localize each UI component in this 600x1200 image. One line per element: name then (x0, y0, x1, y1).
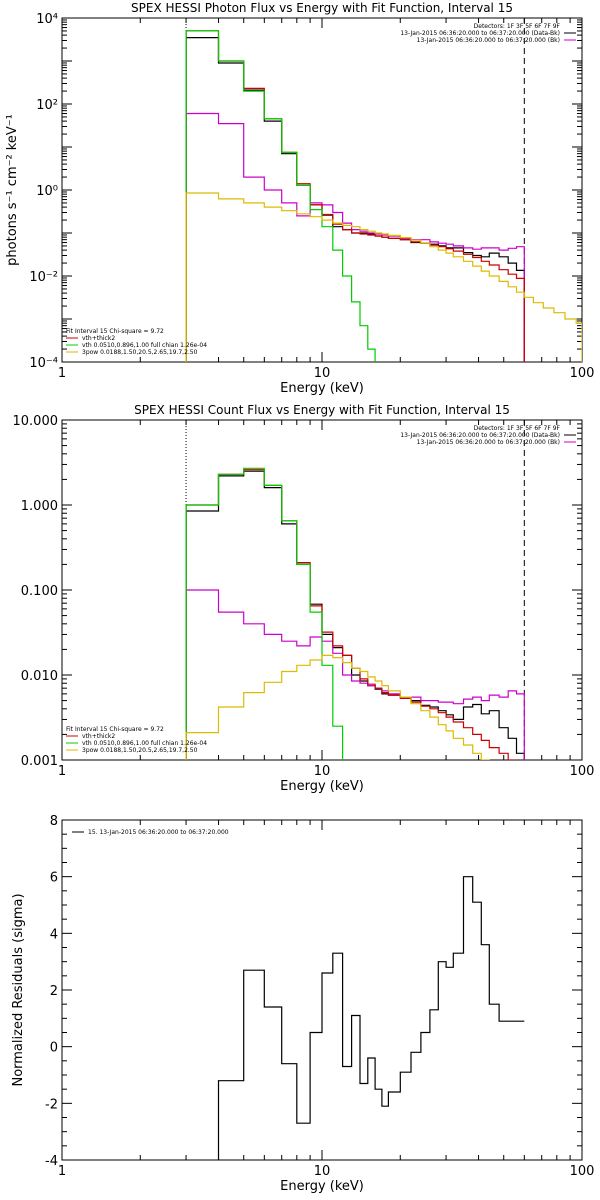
plot-area (185, 467, 525, 760)
series-line-3 (185, 469, 525, 760)
legend-entry: Detectors: 1F 3F 5F 6F 7F 9F (474, 425, 561, 432)
y-tick-label: 10⁻² (29, 270, 58, 285)
y-tick-label: -2 (45, 1097, 58, 1112)
legend-entry: Fit Interval 15 Chi-square = 9.72 (66, 726, 164, 733)
y-tick-label: 6 (50, 871, 58, 886)
legend-entry: vth+thick2 (82, 335, 115, 342)
legend-entry: 13-Jan-2015 06:36:20.000 to 06:37:20.000… (417, 439, 560, 446)
chart-title: SPEX HESSI Count Flux vs Energy with Fit… (134, 403, 510, 417)
x-tick-label: 100 (570, 366, 595, 381)
legend-entry: 13-Jan-2015 06:36:20.000 to 06:37:20.000… (400, 432, 560, 439)
x-tick-label: 100 (570, 764, 595, 779)
y-tick-label: 2 (50, 984, 58, 999)
y-tick-label: 10.000 (13, 414, 59, 429)
x-tick-label: 100 (570, 1164, 595, 1179)
x-tick-label: 10 (314, 764, 331, 779)
series-line-1 (185, 876, 525, 1160)
x-tick-label: 1 (58, 764, 66, 779)
series-line-3 (185, 30, 525, 362)
plot-area (185, 876, 525, 1160)
y-tick-label: 10⁰ (36, 184, 58, 199)
legend-entry: vth 0.0510,0.896,1.00 full chian 1.26e-0… (82, 740, 207, 747)
y-tick-label: 0.001 (21, 754, 58, 769)
x-axis-label: Energy (keV) (280, 1179, 364, 1194)
plot-area (185, 30, 582, 362)
y-tick-label: -4 (45, 1154, 58, 1169)
legend-entry: Fit Interval 15 Chi-square = 9.72 (66, 328, 164, 335)
legend-entry: 3pow 0.0188,1.50,20.5,2.65,19.7,2.50 (82, 747, 198, 754)
x-axis-label: Energy (keV) (280, 779, 364, 794)
x-tick-label: 10 (314, 1164, 331, 1179)
x-tick-label: 1 (58, 1164, 66, 1179)
series-line-5 (185, 192, 582, 362)
x-axis-label: Energy (keV) (280, 381, 364, 396)
chart-panel-1: SPEX HESSI Photon Flux vs Energy with Fi… (5, 1, 594, 396)
y-axis-label: Normalized Residuals (sigma) (11, 893, 26, 1086)
chart-panel-3: 1 10 100 Energy (keV) -4 -2 0 2 4 6 8 Normalized Re… (11, 814, 594, 1194)
series-line-1 (185, 37, 525, 362)
legend-entry: 3pow 0.0188,1.50,20.5,2.65,19.7,2.50 (82, 349, 198, 356)
x-tick-label: 10 (314, 366, 331, 381)
legend-entry: 13-Jan-2015 06:36:20.000 to 06:37:20.000… (417, 37, 560, 44)
legend-entry: 15. 13-Jan-2015 06:36:20.000 to 06:37:20… (88, 829, 229, 836)
series-line-4 (185, 30, 383, 362)
y-axis-label: photons s⁻¹ cm⁻² keV⁻¹ (5, 114, 20, 266)
y-tick-label: 0 (50, 1041, 58, 1056)
legend-entry: vth+thick2 (82, 733, 115, 740)
legend-entry: Detectors: 1F 3F 5F 6F 7F 9F (474, 23, 561, 30)
legend-entry: vth 0.0510,0.896,1.00 full chian 1.26e-0… (82, 342, 207, 349)
series-line-4 (185, 467, 353, 760)
chart-panel-2: SPEX HESSI Count Flux vs Energy with Fit… (13, 403, 595, 794)
series-line-5 (185, 654, 525, 760)
series-line-2 (185, 112, 525, 362)
y-tick-label: 4 (50, 927, 58, 942)
y-tick-label: 10² (36, 98, 58, 113)
y-tick-label: 10⁻⁴ (29, 356, 58, 371)
plot-frame (61, 17, 583, 363)
y-tick-label: 1.000 (21, 499, 58, 514)
legend-entry: 13-Jan-2015 06:36:20.000 to 06:37:20.000… (400, 30, 560, 37)
chart-title: SPEX HESSI Photon Flux vs Energy with Fi… (131, 1, 513, 15)
x-tick-label: 1 (58, 366, 66, 381)
plot-frame (61, 419, 583, 761)
series-line-1 (185, 470, 525, 760)
y-tick-label: 8 (50, 814, 58, 829)
y-tick-label: 0.100 (21, 584, 58, 599)
y-tick-label: 10⁴ (36, 12, 58, 27)
y-tick-label: 0.010 (21, 669, 58, 684)
